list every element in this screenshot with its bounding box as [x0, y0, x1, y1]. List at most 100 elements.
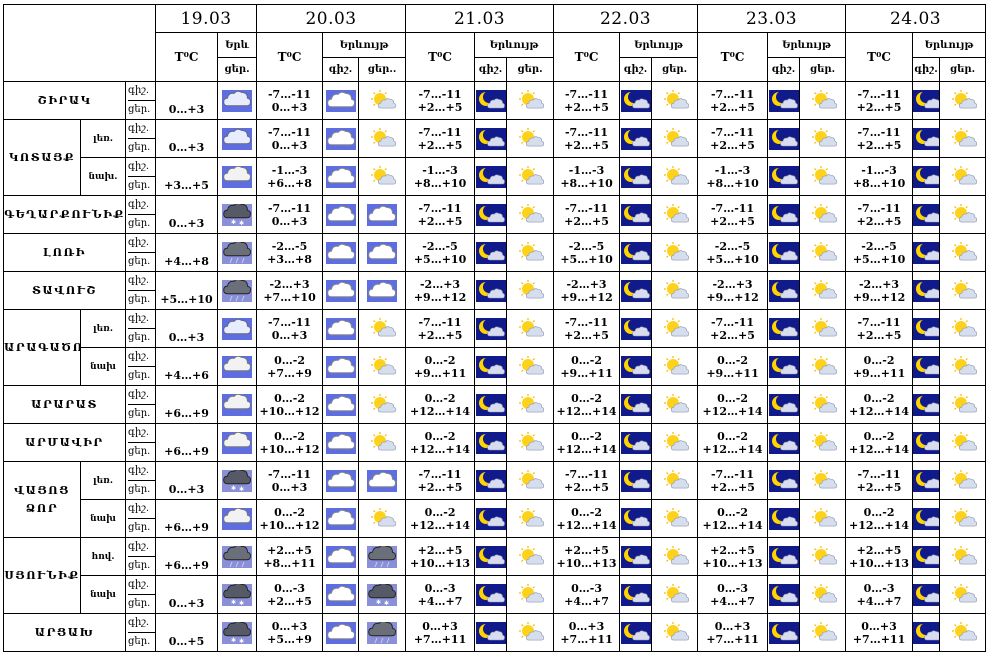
temp-cell: -2…+3 +9…+12	[845, 271, 914, 310]
sun-cloud-icon	[948, 469, 978, 492]
temp-cell: -2…+3 +9…+12	[697, 271, 769, 310]
temp-cell: 0…-3 +2…+5	[256, 575, 324, 614]
date-header: 24.03	[845, 4, 986, 33]
night-temp-value: -7…-11	[857, 315, 901, 329]
day-temp-value: +10…+12	[259, 518, 320, 532]
day-temp-value: +12…+14	[556, 404, 617, 418]
night-weather-cell	[322, 309, 360, 348]
day-weather-cell	[358, 385, 407, 424]
cloud-icon	[325, 393, 356, 416]
night-temp-value: -1…-3	[568, 163, 605, 177]
night-weather-cell	[912, 347, 941, 386]
day-temp-value: +7…+9	[267, 366, 312, 380]
weather-cell	[217, 157, 258, 196]
night-weather-cell	[322, 81, 360, 120]
night-weather-cell	[322, 119, 360, 158]
rain-cloud-icon	[222, 165, 253, 188]
sun-cloud-icon	[948, 165, 978, 188]
time-of-day-labels: գիշ. ցեր.	[124, 347, 157, 386]
temp-cell: 0…+3	[155, 461, 219, 500]
temp-cell: 0…+3 +7…+11	[845, 613, 914, 652]
night-temp-value: -7…-11	[267, 87, 312, 101]
night-weather-cell	[767, 81, 801, 120]
night-temp-value: -7…-11	[418, 125, 462, 139]
weather-column-header: Երևույթ	[619, 32, 699, 58]
moon-cloud-icon	[768, 127, 799, 150]
night-weather-cell	[767, 461, 801, 500]
weather-cell	[217, 309, 258, 348]
zone-label: նախ	[80, 347, 126, 386]
night-weather-cell	[912, 499, 941, 538]
temp-cell: 0…+3	[155, 119, 219, 158]
day-temp-value: +2…+5	[417, 214, 463, 228]
sun-cloud-icon	[808, 279, 838, 302]
day-weather-cell	[506, 81, 555, 120]
day-temp-value: +12…+14	[702, 442, 763, 456]
night-label: գիշ.	[128, 579, 150, 590]
temp-cell: -2…-5 +5…+10	[405, 233, 476, 272]
day-temp-value: +7…+11	[852, 632, 906, 646]
day-temp-value: +10…+13	[556, 556, 617, 570]
cloud-icon	[367, 203, 398, 226]
temp-value: 0…+3	[168, 483, 205, 496]
day-temp-value: +5…+10	[852, 252, 906, 266]
day-label: ցեր.	[128, 484, 151, 495]
heavy-snow-icon: ✱ ✱	[222, 469, 253, 492]
moon-cloud-icon	[475, 431, 506, 454]
weather-cell	[217, 347, 258, 386]
time-of-day-labels: գիշ. ցեր.	[124, 385, 157, 424]
day-weather-cell	[651, 423, 699, 462]
night-temp-value: 0…-2	[717, 429, 748, 443]
night-weather-cell	[322, 271, 360, 310]
night-temp-value: 0…-2	[274, 505, 305, 519]
weather-cell: ✱ ✱	[217, 575, 258, 614]
day-weather-cell	[939, 271, 986, 310]
day-weather-cell	[799, 271, 847, 310]
temp-cell: -7…-11 +2…+5	[697, 119, 769, 158]
sun-cloud-icon	[808, 127, 838, 150]
moon-cloud-icon	[620, 431, 651, 454]
night-weather-cell	[474, 195, 508, 234]
moon-cloud-icon	[768, 89, 799, 112]
day-temp-value: +2…+5	[856, 100, 902, 114]
night-temp-value: -7…-11	[564, 467, 609, 481]
day-temp-value: +2…+5	[564, 100, 609, 114]
cloud-icon	[325, 545, 356, 568]
time-of-day-labels: գիշ. ցեր.	[124, 233, 157, 272]
temp-cell: 0…+3	[155, 575, 219, 614]
temp-cell: 0…-2 +12…+14	[405, 385, 476, 424]
night-weather-cell	[474, 537, 508, 576]
day-weather-cell	[506, 499, 555, 538]
temp-cell: 0…-2 +7…+9	[256, 347, 324, 386]
day-weather-cell: ✱ ✱	[358, 575, 407, 614]
night-temp-value: +2…+5	[710, 543, 755, 557]
night-temp-value: 0…-2	[571, 353, 602, 367]
temp-cell: 0…-2 +9…+11	[553, 347, 621, 386]
moon-cloud-icon	[475, 127, 506, 150]
moon-cloud-icon	[768, 393, 799, 416]
night-label: գիշ.	[128, 275, 150, 286]
night-temp-value: 0…+3	[861, 619, 897, 633]
weather-cell	[217, 119, 258, 158]
temp-cell: 0…-2 +12…+14	[845, 499, 914, 538]
day-weather-cell	[506, 537, 555, 576]
day-weather-cell	[358, 537, 407, 576]
day-weather-cell	[939, 233, 986, 272]
cloud-icon	[325, 317, 356, 340]
temp-cell: -7…-11 +2…+5	[845, 119, 914, 158]
night-temp-value: -7…-11	[418, 87, 462, 101]
night-weather-cell	[912, 81, 941, 120]
svg-text:✱: ✱	[231, 637, 236, 644]
sun-cloud-icon	[948, 317, 978, 340]
heavy-rain-icon	[367, 545, 398, 568]
day-weather-cell	[799, 157, 847, 196]
temp-cell: 0…-2 +10…+12	[256, 423, 324, 462]
svg-text:✱: ✱	[239, 486, 244, 492]
night-label: գիշ.	[128, 161, 150, 172]
night-label: գիշ.	[128, 85, 150, 96]
temp-cell: 0…-2 +12…+14	[697, 499, 769, 538]
day-temp-value: +12…+14	[849, 404, 910, 418]
temp-cell: -7…-11 +2…+5	[553, 119, 621, 158]
day-temp-value: +12…+14	[849, 442, 910, 456]
day-temp-value: +2…+5	[856, 138, 902, 152]
